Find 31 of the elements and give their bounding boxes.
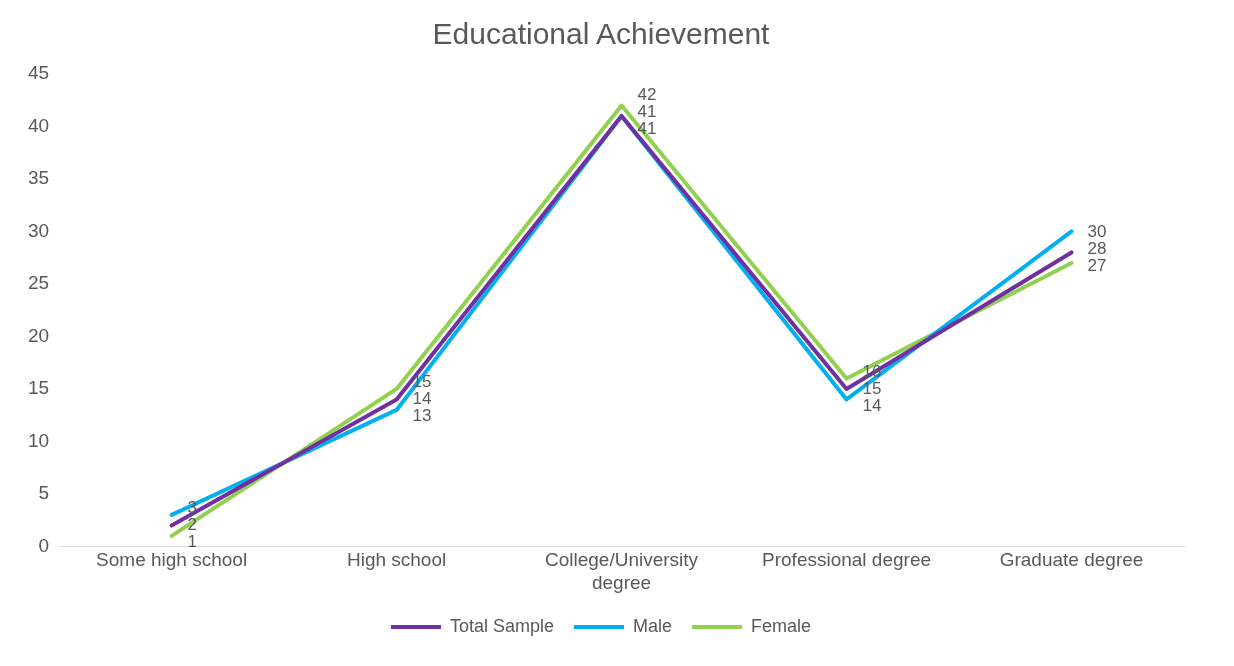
legend-label: Female	[751, 615, 812, 636]
data-label: 3	[187, 498, 198, 518]
data-label: 13	[412, 406, 432, 426]
data-label: 15	[862, 378, 882, 398]
y-tick-label: 15	[27, 377, 50, 399]
x-tick-label: Graduate degree	[999, 549, 1144, 571]
y-tick-label: 45	[27, 62, 50, 84]
legend-label: Total Sample	[449, 615, 555, 636]
x-tick-label: High school	[346, 549, 447, 571]
x-tick-label: College/University degree	[545, 549, 699, 593]
data-label: 14	[862, 395, 882, 415]
data-label: 27	[1087, 255, 1107, 275]
y-tick-label: 0	[38, 534, 50, 556]
x-tick-label: Some high school	[96, 549, 248, 571]
y-tick-label: 5	[38, 482, 50, 504]
legend-label: Male	[633, 615, 673, 636]
data-label: 42	[637, 85, 657, 105]
y-tick-label: 35	[27, 167, 50, 189]
y-tick-label: 20	[27, 324, 50, 346]
chart-title: Educational Achievement	[432, 17, 771, 51]
y-tick-label: 10	[27, 429, 50, 451]
data-label: 28	[1087, 238, 1107, 258]
y-tick-label: 30	[27, 219, 50, 241]
data-label: 1	[187, 532, 198, 552]
data-label: 30	[1087, 221, 1107, 241]
data-label: 41	[637, 102, 657, 122]
data-label: 14	[412, 389, 432, 409]
data-label: 16	[862, 361, 882, 381]
x-tick-label: Professional degree	[762, 549, 932, 571]
y-tick-label: 40	[27, 114, 50, 136]
y-tick-label: 25	[27, 272, 50, 294]
